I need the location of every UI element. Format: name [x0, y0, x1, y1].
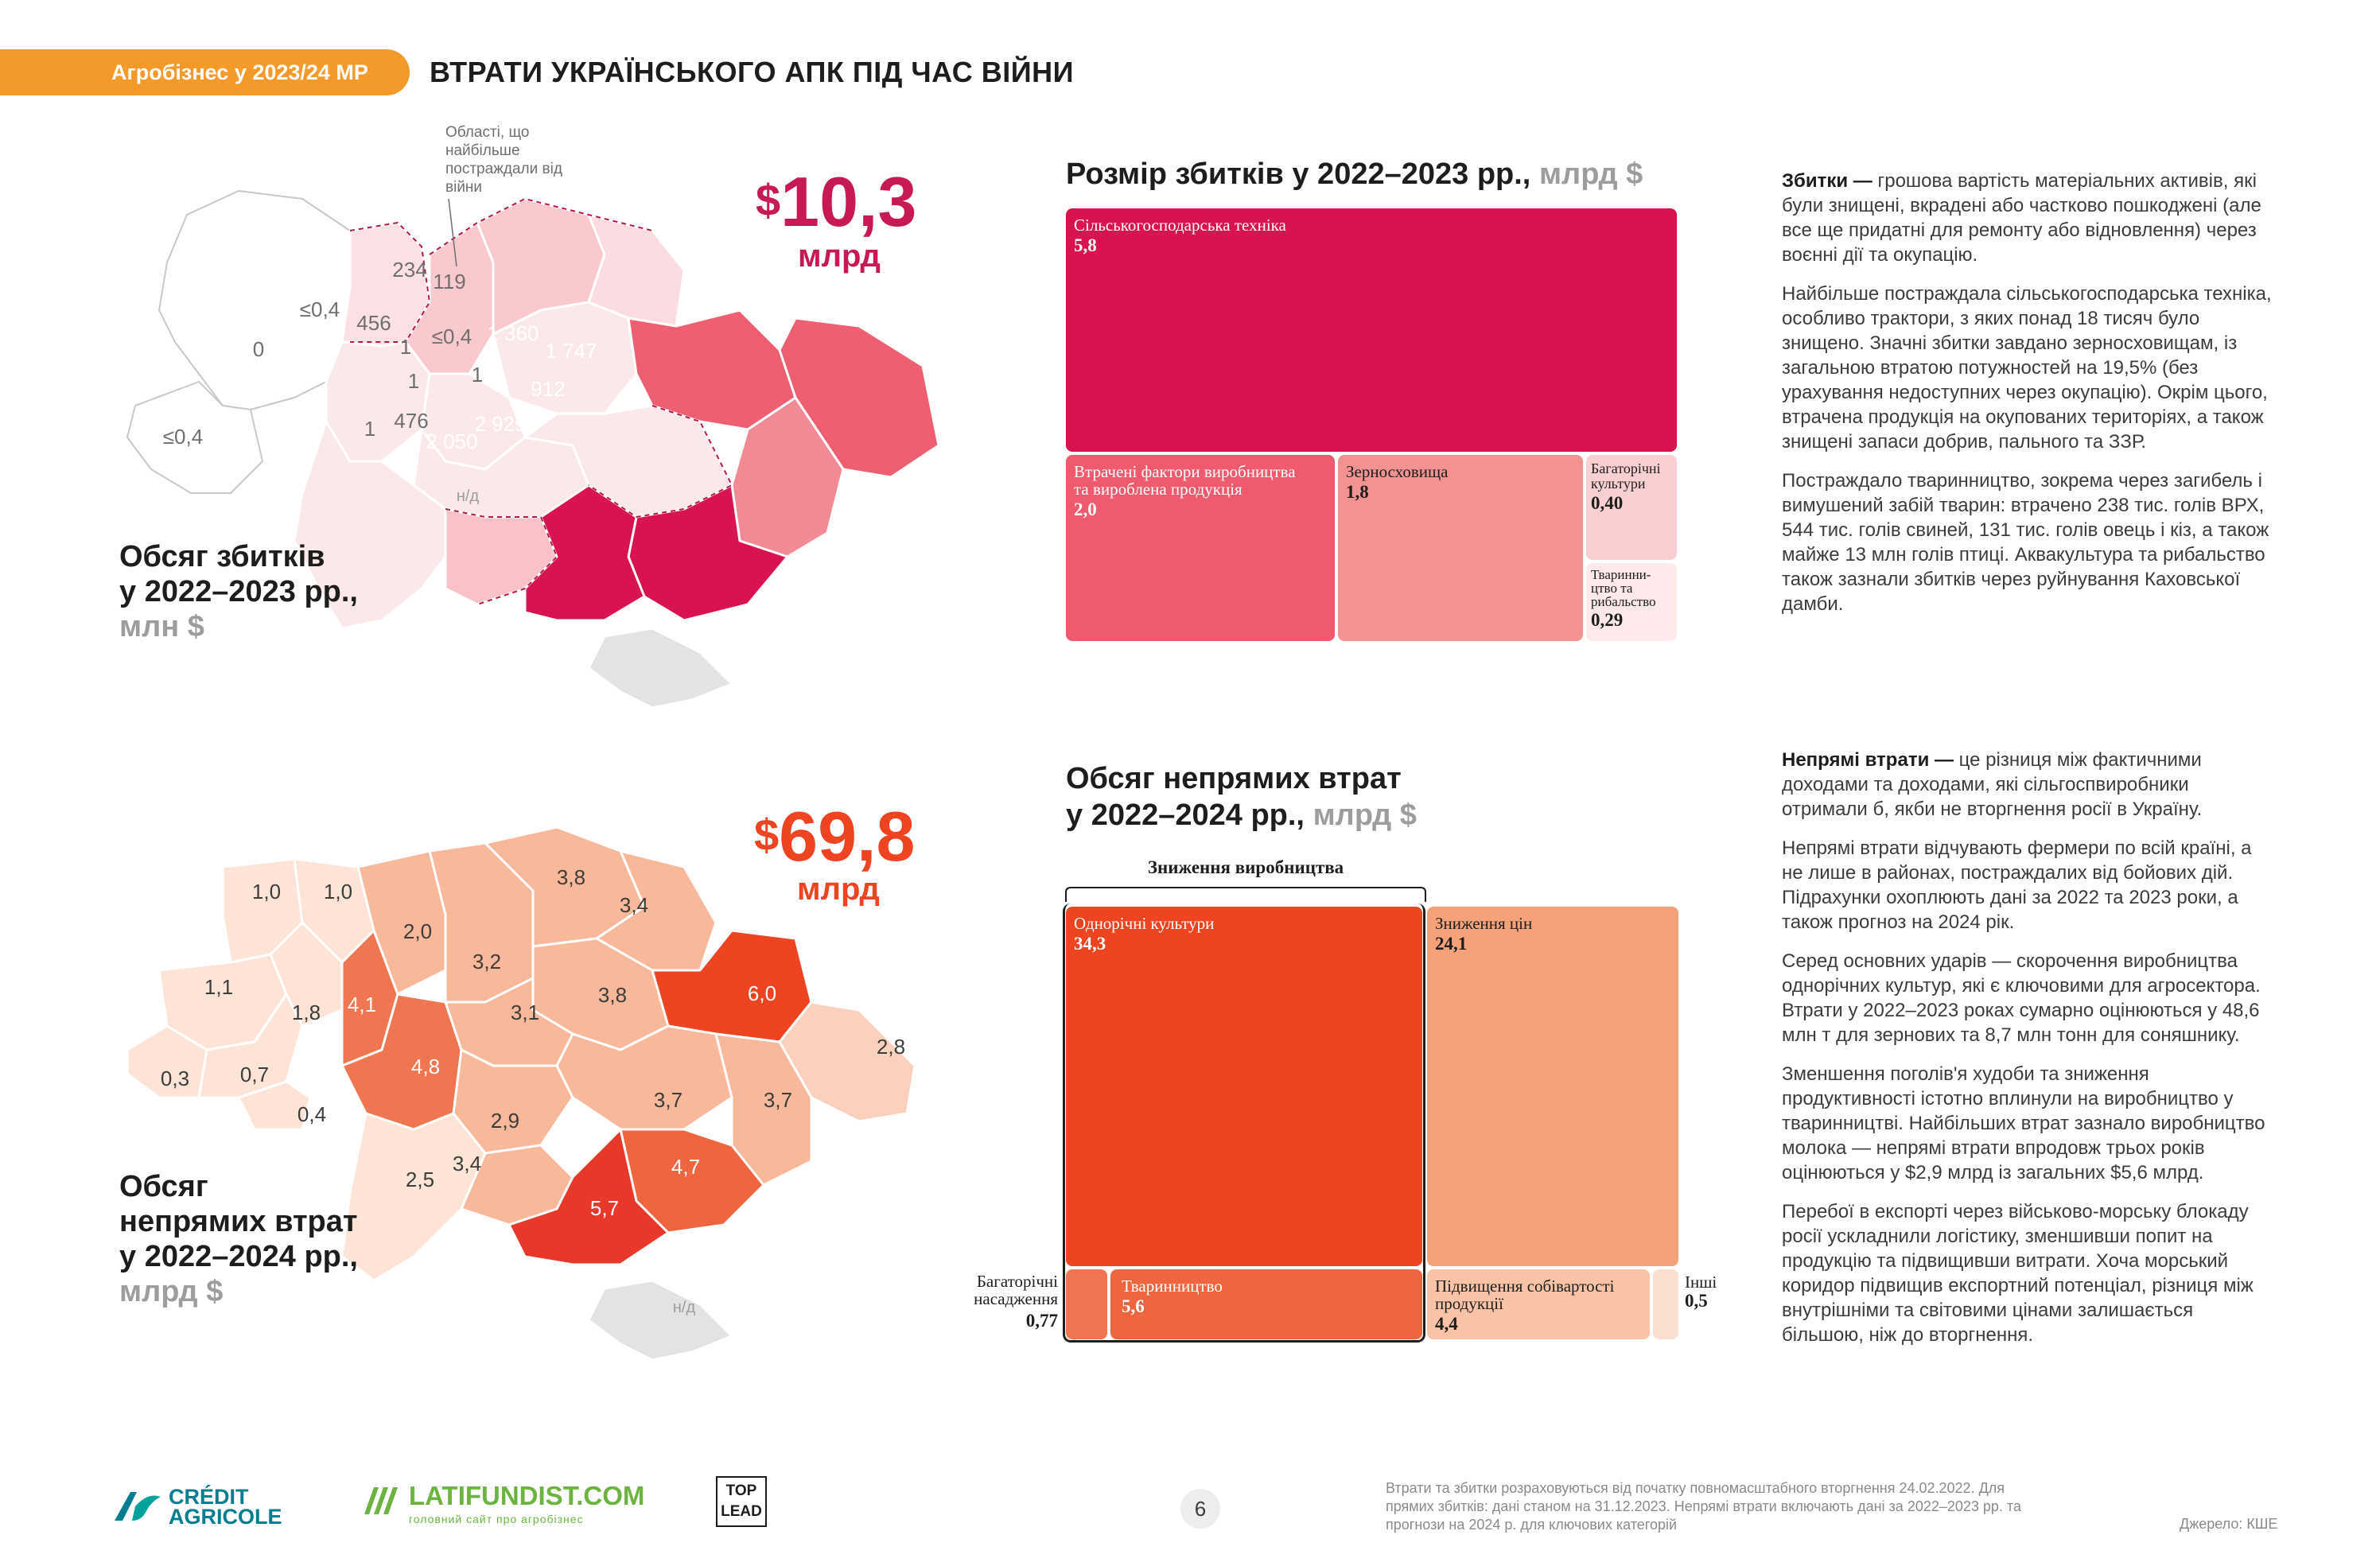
region-value: 3,7	[764, 1088, 792, 1112]
latifundist-logo: LATIFUNDIST.COM головний сайт про агробі…	[363, 1481, 665, 1529]
map-note: Області, що найбільше постраждали від ві…	[445, 124, 562, 196]
region-value: 3,4	[620, 893, 648, 917]
treemap1-title: Розмір збитків у 2022–2023 рр., млрд $	[1066, 157, 1643, 191]
treemap1-cell-livestock: Тваринни-цтво та рибальство 0,29	[1586, 563, 1677, 641]
region-value: 1 747	[545, 339, 597, 363]
label-perennial-plantings: Багаторічні насадження 0,77	[974, 1272, 1058, 1331]
map1-total: $10,3	[756, 162, 917, 241]
region-value: 0,4	[298, 1102, 326, 1126]
region-value: 3,1	[511, 1001, 539, 1024]
region-value: ≤0,4	[432, 324, 472, 348]
note-leader	[448, 199, 457, 267]
region-value: 4,8	[411, 1055, 440, 1078]
region-value: 6,0	[748, 981, 776, 1005]
latifundist-icon	[364, 1487, 398, 1514]
map2-caption: Обсяг непрямих втрат у 2022–2024 рр., мл…	[119, 1170, 358, 1308]
region-ivano	[197, 993, 304, 1099]
region-value: 2 929	[474, 412, 526, 436]
region-value: 2,0	[403, 919, 432, 943]
region-crimea	[587, 627, 733, 709]
region-value: 0	[253, 337, 264, 361]
indirect-loss-map: 1,0 1,0 1,1 1,8 0,3 0,7 0,4 4,1 4,8 2,0 …	[126, 826, 916, 1362]
region-value: 1	[364, 417, 375, 441]
region-value: 1 360	[487, 321, 539, 345]
region-value: 2,8	[877, 1035, 905, 1059]
region-kharkiv	[627, 309, 797, 431]
region-value: 2,9	[491, 1109, 519, 1133]
group-bracket	[1065, 887, 1426, 902]
map2-total-unit: млрд	[797, 872, 880, 907]
damage-description: Збитки — грошова вартість матеріальних а…	[1782, 170, 2272, 615]
region-kherson2	[508, 1128, 670, 1266]
region-value: 1,0	[324, 880, 352, 903]
region-value: 1	[472, 363, 483, 387]
region-value: 912	[531, 377, 565, 401]
group-frame	[1063, 903, 1425, 1343]
page-number: 6	[1180, 1489, 1220, 1529]
region-value: 0,7	[240, 1063, 269, 1086]
region-value: 456	[356, 311, 391, 335]
section-badge: Агробізнес у 2023/24 МР	[0, 49, 410, 95]
region-value: 2 050	[426, 429, 477, 453]
treemap2-title: Обсяг непрямих втрат у 2022–2024 рр., мл…	[1066, 762, 1417, 832]
region-value: 3,2	[472, 950, 501, 973]
credit-agricole-icon	[115, 1492, 161, 1521]
indirect-description: Непрямі втрати — це різниця між фактични…	[1782, 749, 2265, 1346]
region-value: 4,1	[348, 993, 376, 1016]
region-value: 2,5	[406, 1168, 434, 1191]
region-chernivtsi	[237, 1080, 312, 1131]
region-odesa2	[340, 1112, 487, 1282]
toplead-logo: TOP LEAD	[716, 1476, 767, 1527]
region-value: ≤0,4	[300, 297, 340, 321]
region-value: 476	[394, 409, 428, 433]
region-luhansk	[778, 317, 940, 479]
region-value: 4,7	[671, 1155, 700, 1179]
map2-total: $69,8	[754, 797, 916, 876]
region-value: 1,1	[204, 975, 233, 999]
region-value: 1,8	[292, 1001, 321, 1024]
treemap2-cell-cost-increase: Підвищення собівартості продукції 4,4	[1427, 1269, 1650, 1339]
region-value: 0,3	[161, 1067, 189, 1090]
treemap2-cell-price-drop: Зниження цін 24,1	[1427, 907, 1678, 1266]
damage-map: 0 ≤0,4 ≤0,4 456 234 119 ≤0,4 1 1 1 1 476…	[126, 190, 940, 709]
region-value: 119	[433, 270, 465, 293]
region-crimea2	[587, 1279, 733, 1362]
region-donetsk2	[714, 1032, 813, 1187]
treemap2-cell-livestock: Тваринництво 5,6	[1110, 1269, 1422, 1339]
region-value: 234	[392, 258, 426, 282]
treemap1-cell-perennial: Багаторічні культури 0,40	[1586, 455, 1677, 560]
page-title: ВТРАТИ УКРАЇНСЬКОГО АПК ПІД ЧАС ВІЙНИ	[430, 56, 1075, 88]
treemap2-cell-annual-crops: Однорічні культури 34,3	[1066, 907, 1422, 1266]
na-label: н/д	[457, 488, 480, 505]
region-value: 3,8	[557, 865, 585, 889]
group-label-production-decline: Зниження виробництва	[1147, 857, 1344, 877]
region-dnipro2	[555, 1024, 733, 1131]
region-value: 1	[408, 369, 419, 393]
region-west	[158, 190, 351, 410]
treemap1-cell-production-factors: Втрачені фактори виробництва та вироблен…	[1066, 455, 1335, 641]
region-value: 1,0	[252, 880, 281, 903]
region-odesa	[293, 420, 447, 630]
source-note: Джерело: КШЕ	[2180, 1516, 2278, 1532]
map1-total-unit: млрд	[798, 239, 881, 274]
region-value: 5,7	[590, 1196, 619, 1220]
treemap2-cell-other	[1653, 1269, 1678, 1339]
region-value: 3,8	[598, 983, 627, 1007]
region-southwest	[126, 381, 263, 494]
treemap1-cell-storage: Зерносховища 1,8	[1338, 455, 1583, 641]
footnote: Втрати та збитки розраховуються від поча…	[1386, 1480, 2021, 1533]
treemap2-cell-perennial	[1066, 1269, 1107, 1339]
region-value: 1	[400, 335, 411, 359]
map1-caption: Обсяг збитків у 2022–2023 рр., млн $	[119, 540, 358, 643]
treemap1-cell-machinery: Сільськогосподарська техніка 5,8	[1066, 208, 1677, 452]
region-value: ≤0,4	[163, 425, 203, 449]
label-other: Інші 0,5	[1685, 1273, 1717, 1311]
region-value: 3,4	[453, 1152, 481, 1175]
region-value: 3,7	[654, 1088, 682, 1112]
na-label: н/д	[673, 1299, 696, 1316]
region-vinnytsia	[325, 340, 431, 463]
